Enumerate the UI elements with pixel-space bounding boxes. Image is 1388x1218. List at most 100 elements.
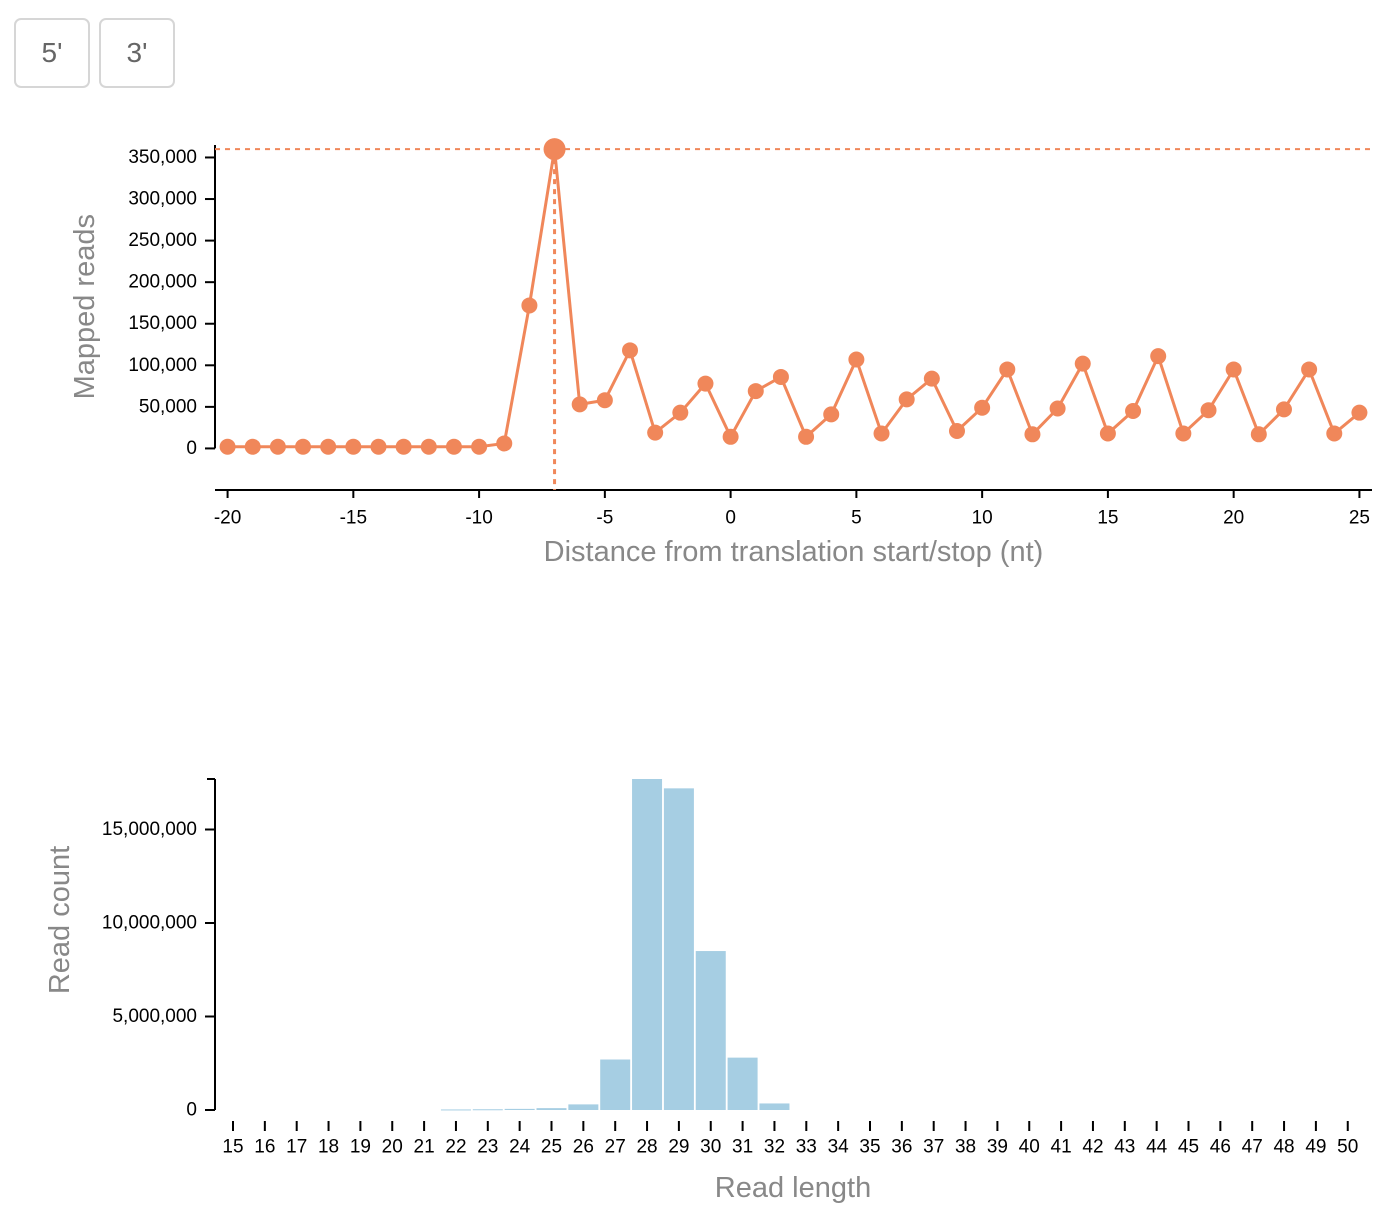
x-tick-label: 23 bbox=[477, 1137, 498, 1158]
x-tick-label: 25 bbox=[1349, 508, 1370, 529]
data-point[interactable] bbox=[1125, 403, 1142, 420]
data-point[interactable] bbox=[596, 392, 613, 409]
x-tick-label: 5 bbox=[851, 508, 862, 529]
x-tick-label: 43 bbox=[1114, 1137, 1135, 1158]
y-tick-label: 300,000 bbox=[128, 189, 197, 210]
x-tick-label: 17 bbox=[286, 1137, 307, 1158]
bar[interactable] bbox=[600, 1059, 631, 1110]
x-tick-label: 36 bbox=[891, 1137, 912, 1158]
metagene-line-chart: 0 50,000 100,000 150,000 200,000 250,000 300,0… bbox=[69, 138, 1372, 568]
data-point[interactable] bbox=[1175, 425, 1192, 442]
x-tick-label: 32 bbox=[764, 1137, 785, 1158]
x-tick-label: 18 bbox=[318, 1137, 339, 1158]
x-tick-label: 10 bbox=[972, 508, 993, 529]
x-tick-label: 27 bbox=[605, 1137, 626, 1158]
bar[interactable] bbox=[472, 1109, 503, 1111]
x-tick-label: 45 bbox=[1178, 1137, 1199, 1158]
data-point[interactable] bbox=[1049, 400, 1066, 417]
data-point[interactable] bbox=[496, 435, 513, 452]
peak-point[interactable] bbox=[543, 138, 566, 161]
data-point[interactable] bbox=[219, 438, 236, 455]
data-point[interactable] bbox=[1099, 425, 1116, 442]
x-tick-label: 15 bbox=[222, 1137, 243, 1158]
data-point[interactable] bbox=[1225, 361, 1242, 378]
data-point[interactable] bbox=[1024, 426, 1041, 443]
y-axis-title: Mapped reads bbox=[69, 214, 101, 399]
y-tick-label: 0 bbox=[186, 1100, 197, 1121]
bar[interactable] bbox=[695, 951, 726, 1110]
data-point[interactable] bbox=[898, 391, 915, 408]
data-point[interactable] bbox=[697, 375, 714, 392]
data-point[interactable] bbox=[1200, 402, 1217, 419]
data-point[interactable] bbox=[772, 368, 789, 385]
data-point[interactable] bbox=[1351, 404, 1368, 421]
data-point[interactable] bbox=[647, 424, 664, 441]
data-point[interactable] bbox=[798, 428, 815, 445]
data-point[interactable] bbox=[244, 438, 261, 455]
data-point[interactable] bbox=[1074, 355, 1091, 372]
data-point[interactable] bbox=[320, 438, 337, 455]
bar[interactable] bbox=[759, 1103, 790, 1110]
data-point[interactable] bbox=[571, 396, 588, 413]
data-point[interactable] bbox=[999, 361, 1016, 378]
x-tick-label: 33 bbox=[796, 1137, 817, 1158]
x-tick-label: 37 bbox=[923, 1137, 944, 1158]
data-point[interactable] bbox=[722, 428, 739, 445]
data-point[interactable] bbox=[1275, 401, 1292, 418]
x-tick-label: 19 bbox=[350, 1137, 371, 1158]
data-point[interactable] bbox=[1301, 361, 1318, 378]
x-tick-label: 26 bbox=[573, 1137, 594, 1158]
data-point[interactable] bbox=[269, 438, 286, 455]
data-point[interactable] bbox=[848, 351, 865, 368]
data-point[interactable] bbox=[823, 406, 840, 423]
bar[interactable] bbox=[568, 1104, 599, 1110]
data-point[interactable] bbox=[445, 438, 462, 455]
y-tick-label: 50,000 bbox=[139, 396, 197, 417]
data-point[interactable] bbox=[672, 404, 689, 421]
data-point[interactable] bbox=[974, 399, 991, 416]
y-tick-label: 350,000 bbox=[128, 147, 197, 168]
x-tick-label: -20 bbox=[214, 508, 241, 529]
y-tick-label: 200,000 bbox=[128, 272, 197, 293]
read-end-toggle: 5' 3' bbox=[14, 18, 175, 88]
data-point[interactable] bbox=[1250, 426, 1267, 443]
y-tick-label: 250,000 bbox=[128, 230, 197, 251]
data-point[interactable] bbox=[948, 422, 965, 439]
x-tick-label: 38 bbox=[955, 1137, 976, 1158]
x-tick-label: 39 bbox=[987, 1137, 1008, 1158]
bar[interactable] bbox=[632, 779, 663, 1110]
bar[interactable] bbox=[440, 1109, 471, 1111]
x-tick-label: 20 bbox=[382, 1137, 403, 1158]
data-point[interactable] bbox=[370, 438, 387, 455]
bar[interactable] bbox=[536, 1108, 567, 1110]
data-point[interactable] bbox=[747, 383, 764, 400]
data-point[interactable] bbox=[345, 438, 362, 455]
x-tick-label: 21 bbox=[414, 1137, 435, 1158]
data-point[interactable] bbox=[873, 425, 890, 442]
x-tick-label: 20 bbox=[1223, 508, 1244, 529]
data-point[interactable] bbox=[395, 438, 412, 455]
data-point[interactable] bbox=[1150, 348, 1167, 365]
y-tick-label: 100,000 bbox=[128, 355, 197, 376]
data-point[interactable] bbox=[471, 438, 488, 455]
x-tick-label: 29 bbox=[668, 1137, 689, 1158]
x-tick-label: 16 bbox=[254, 1137, 275, 1158]
data-point[interactable] bbox=[923, 370, 940, 387]
five-prime-button[interactable]: 5' bbox=[14, 18, 90, 88]
bar[interactable] bbox=[663, 788, 694, 1110]
x-tick-label: 46 bbox=[1210, 1137, 1231, 1158]
bar[interactable] bbox=[504, 1108, 535, 1110]
bar[interactable] bbox=[727, 1057, 758, 1110]
series-line bbox=[227, 148, 1361, 449]
data-point[interactable] bbox=[420, 438, 437, 455]
three-prime-button[interactable]: 3' bbox=[99, 18, 175, 88]
x-tick-label: 48 bbox=[1273, 1137, 1294, 1158]
y-tick-label: 15,000,000 bbox=[102, 819, 197, 840]
data-point[interactable] bbox=[295, 438, 312, 455]
x-tick-label: 31 bbox=[732, 1137, 753, 1158]
data-point[interactable] bbox=[622, 342, 639, 359]
data-point[interactable] bbox=[1326, 425, 1343, 442]
x-tick-label: 35 bbox=[859, 1137, 880, 1158]
data-point[interactable] bbox=[521, 297, 538, 314]
